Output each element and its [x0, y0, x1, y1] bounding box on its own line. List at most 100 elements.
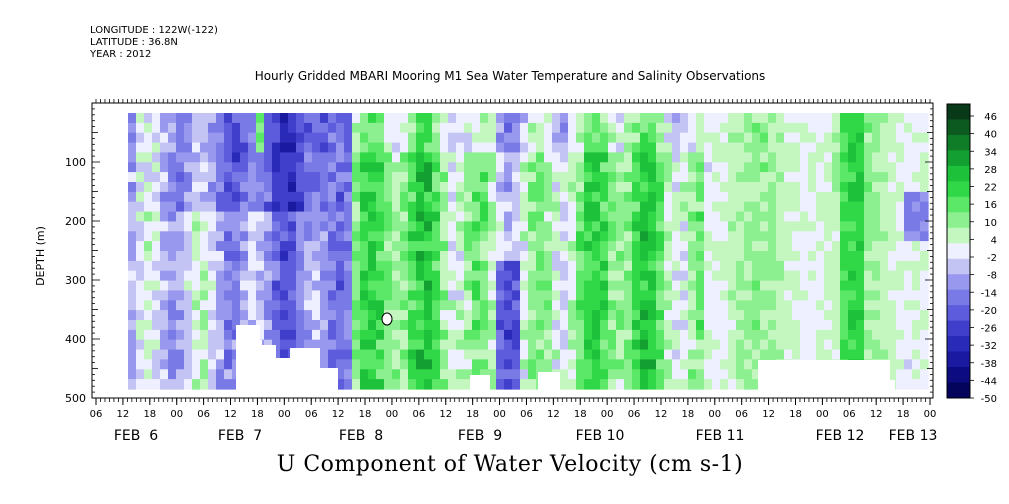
heatmap-cell	[912, 270, 921, 282]
heatmap-cell	[768, 290, 777, 301]
heatmap-cell	[664, 132, 673, 144]
heatmap-cell	[184, 152, 193, 163]
heatmap-cell	[232, 241, 241, 252]
heatmap-cell	[760, 251, 769, 262]
heatmap-cell	[832, 290, 841, 301]
heatmap-cell	[704, 290, 713, 301]
heatmap-cell	[664, 211, 673, 223]
heatmap-cell	[256, 310, 265, 321]
heatmap-cell	[512, 329, 521, 341]
heatmap-cell	[360, 310, 369, 321]
heatmap-cell	[424, 300, 433, 311]
heatmap-cell	[648, 201, 657, 213]
y-tick-label: 500	[65, 392, 86, 405]
heatmap-cell	[888, 329, 897, 341]
heatmap-cell	[272, 142, 281, 154]
heatmap-cell	[552, 162, 561, 173]
heatmap-cell	[192, 132, 201, 144]
heatmap-cell	[832, 191, 841, 203]
heatmap-cell	[168, 142, 177, 154]
heatmap-cell	[560, 113, 569, 124]
heatmap-cell	[224, 142, 233, 154]
heatmap-cell	[152, 221, 161, 232]
heatmap-cell	[640, 339, 649, 351]
heatmap-cell	[608, 241, 617, 252]
heatmap-cell	[464, 162, 473, 173]
heatmap-cell	[216, 241, 225, 252]
heatmap-cell	[712, 369, 721, 380]
heatmap-cell	[752, 132, 761, 144]
heatmap-cell	[136, 290, 145, 301]
heatmap-cell	[400, 191, 409, 203]
heatmap-cell	[504, 300, 513, 311]
y-tick-label: 100	[65, 156, 86, 169]
heatmap-cell	[400, 379, 409, 390]
heatmap-cell	[592, 241, 601, 252]
heatmap-cell	[912, 162, 921, 173]
heatmap-cell	[848, 211, 857, 223]
heatmap-cell	[224, 260, 233, 272]
heatmap-cell	[624, 310, 633, 321]
heatmap-cell	[128, 339, 137, 351]
heatmap-cell	[424, 182, 433, 193]
heatmap-cell	[464, 251, 473, 262]
heatmap-cell	[352, 359, 361, 370]
heatmap-cell	[464, 132, 473, 144]
heatmap-cell	[496, 280, 505, 292]
heatmap-cell	[856, 201, 865, 213]
heatmap-cell	[560, 260, 569, 272]
heatmap-cell	[496, 152, 505, 163]
heatmap-cell	[880, 162, 889, 173]
heatmap-cell	[816, 152, 825, 163]
heatmap-cell	[520, 339, 529, 351]
heatmap-cell	[208, 182, 217, 193]
heatmap-cell	[784, 191, 793, 203]
heatmap-cell	[872, 231, 881, 242]
heatmap-cell	[480, 122, 489, 134]
heatmap-cell	[352, 221, 361, 232]
heatmap-cell	[408, 132, 417, 144]
heatmap-cell	[616, 172, 625, 183]
heatmap-cell	[576, 191, 585, 203]
heatmap-cell	[240, 221, 249, 232]
heatmap-cell	[480, 132, 489, 144]
heatmap-cell	[640, 369, 649, 380]
heatmap-cell	[712, 142, 721, 154]
heatmap-cell	[672, 132, 681, 144]
heatmap-cell	[296, 339, 305, 351]
heatmap-cell	[632, 172, 641, 183]
heatmap-cell	[456, 251, 465, 262]
heatmap-cell	[256, 241, 265, 252]
colorbar-label: 40	[984, 130, 997, 141]
heatmap-cell	[824, 172, 833, 183]
heatmap-cell	[848, 162, 857, 173]
heatmap-cell	[512, 270, 521, 282]
heatmap-cell	[592, 270, 601, 282]
heatmap-cell	[856, 162, 865, 173]
heatmap-cell	[704, 162, 713, 173]
heatmap-cell	[696, 379, 705, 390]
heatmap-cell	[168, 122, 177, 134]
heatmap-cell	[536, 221, 545, 232]
heatmap-cell	[448, 379, 457, 390]
heatmap-cell	[640, 349, 649, 361]
heatmap-cell	[448, 122, 457, 134]
heatmap-cell	[832, 310, 841, 321]
heatmap-cell	[344, 132, 353, 144]
heatmap-cell	[912, 231, 921, 242]
heatmap-cell	[760, 339, 769, 351]
heatmap-cell	[408, 211, 417, 223]
heatmap-cell	[168, 182, 177, 193]
heatmap-cell	[288, 201, 297, 213]
heatmap-cell	[640, 379, 649, 390]
heatmap-cell	[344, 300, 353, 311]
heatmap-cell	[768, 310, 777, 321]
heatmap-cell	[128, 231, 137, 242]
heatmap-cell	[784, 290, 793, 301]
heatmap-cell	[440, 162, 449, 173]
heatmap-cell	[432, 260, 441, 272]
heatmap-cell	[880, 270, 889, 282]
heatmap-cell	[440, 270, 449, 282]
heatmap-cell	[424, 290, 433, 301]
heatmap-cell	[264, 172, 273, 183]
